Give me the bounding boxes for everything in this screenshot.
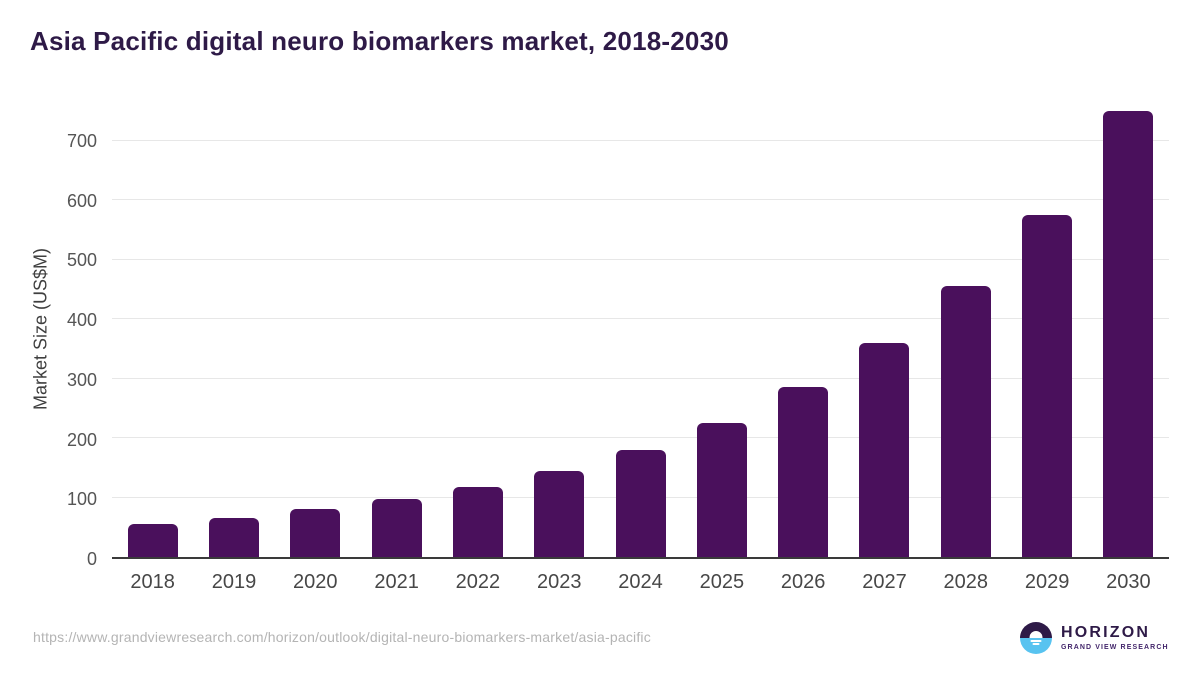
y-axis-tick-labels: 0 100 200 300 400 500 600 700 <box>0 99 97 568</box>
x-tick-2024: 2024 <box>618 571 663 593</box>
bar-slot-2028 <box>925 99 1006 557</box>
gridline-700 <box>112 139 1169 141</box>
bar-slot-2019 <box>193 99 274 557</box>
x-tick-2022: 2022 <box>455 571 501 593</box>
logo-text-block: HORIZON GRAND VIEW RESEARCH <box>1061 623 1169 652</box>
bar-2030 <box>1103 110 1154 557</box>
y-tick-400: 400 <box>66 310 97 331</box>
gridline-600 <box>112 199 1169 201</box>
y-tick-700: 700 <box>66 130 97 151</box>
x-tick-2021: 2021 <box>374 571 419 593</box>
sun-shape <box>1029 631 1043 638</box>
bar-2021 <box>371 499 422 557</box>
bar-2028 <box>940 286 991 557</box>
source-url: https://www.grandviewresearch.com/horizo… <box>33 629 651 645</box>
x-tick-2029: 2029 <box>1024 571 1070 593</box>
y-tick-100: 100 <box>66 489 97 510</box>
bar-series <box>112 99 1169 557</box>
horizon-sun-over-water-icon <box>1020 622 1052 654</box>
bar-slot-2030 <box>1088 99 1169 557</box>
bar-slot-2029 <box>1006 99 1087 557</box>
x-axis-tick-labels: 2018 2019 2020 2021 2022 2023 2024 2025 2026 2027… <box>112 571 1169 594</box>
bar-slot-2020 <box>275 99 356 557</box>
logo-sub-brand-text: GRAND VIEW RESEARCH <box>1061 644 1169 652</box>
bar-slot-2022 <box>437 99 518 557</box>
bar-slot-2023 <box>519 99 600 557</box>
x-tick-2018: 2018 <box>130 571 175 593</box>
x-tick-2027: 2027 <box>862 571 907 593</box>
x-tick-2020: 2020 <box>293 571 338 593</box>
bar-2023 <box>534 470 585 557</box>
bar-slot-2021 <box>356 99 437 557</box>
bar-slot-2025 <box>681 99 762 557</box>
bar-slot-2027 <box>844 99 925 557</box>
bar-2029 <box>1022 215 1073 557</box>
bar-2018 <box>127 524 178 557</box>
gridline-300 <box>112 377 1169 379</box>
x-tick-2025: 2025 <box>699 571 745 593</box>
y-tick-500: 500 <box>66 250 97 271</box>
bar-slot-2018 <box>112 99 193 557</box>
bar-slot-2024 <box>600 99 681 557</box>
bar-slot-2026 <box>763 99 844 557</box>
water-reflection-line <box>1030 639 1042 642</box>
bar-2027 <box>859 342 910 557</box>
bar-2020 <box>290 509 341 557</box>
x-tick-2026: 2026 <box>780 571 826 593</box>
x-tick-2019: 2019 <box>211 571 257 593</box>
horizon-logo: HORIZON GRAND VIEW RESEARCH <box>1020 622 1169 654</box>
bar-2022 <box>452 486 503 557</box>
plot-area <box>112 99 1169 559</box>
chart-title: Asia Pacific digital neuro biomarkers ma… <box>30 26 729 56</box>
logo-brand-text: HORIZON <box>1061 623 1151 641</box>
gridline-500 <box>112 258 1169 260</box>
bar-2019 <box>208 518 259 557</box>
x-tick-2030: 2030 <box>1106 571 1151 593</box>
y-tick-600: 600 <box>66 190 97 211</box>
y-tick-300: 300 <box>66 369 97 390</box>
bar-2026 <box>778 387 829 557</box>
bar-2024 <box>615 449 666 557</box>
water-reflection-line <box>1032 643 1040 646</box>
x-tick-2028: 2028 <box>943 571 989 593</box>
y-tick-200: 200 <box>66 429 97 450</box>
gridline-400 <box>112 318 1169 320</box>
x-tick-2023: 2023 <box>536 571 582 593</box>
bar-2025 <box>696 423 747 557</box>
gridline-200 <box>112 437 1169 439</box>
y-tick-0: 0 <box>86 549 97 569</box>
